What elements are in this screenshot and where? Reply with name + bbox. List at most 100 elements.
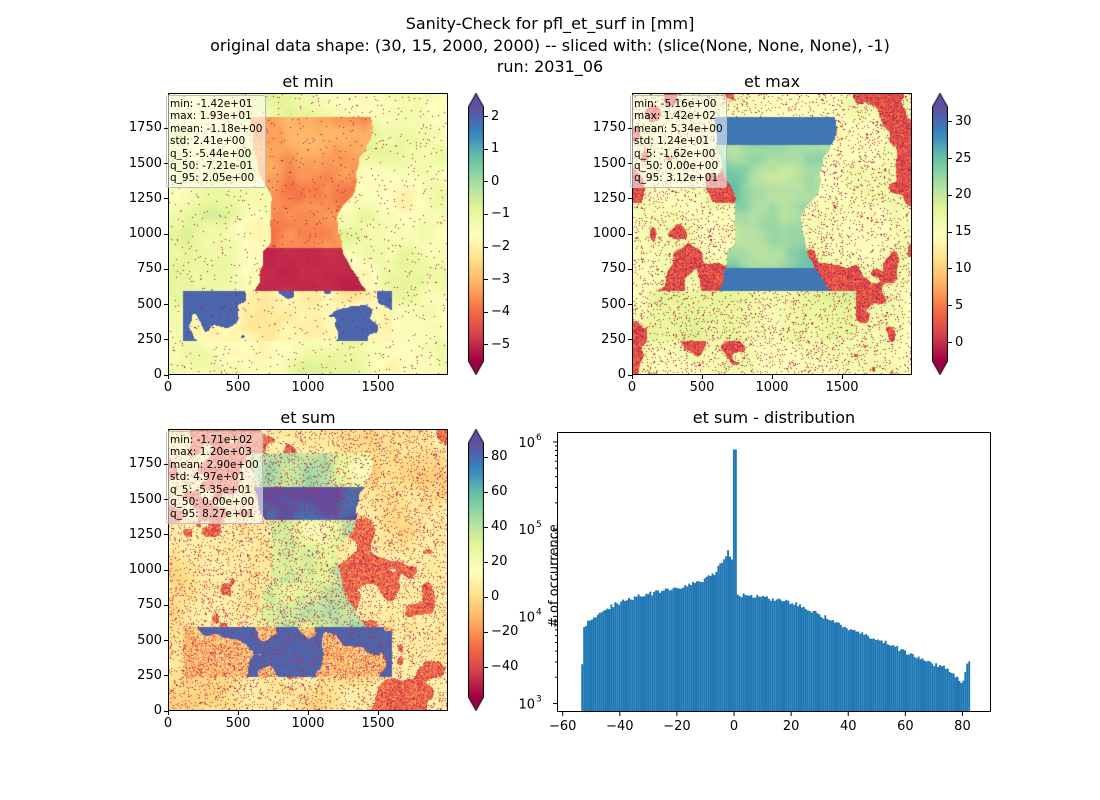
x-tick-mark <box>377 375 379 379</box>
colorbar-tick-label: 60 <box>491 484 508 500</box>
histogram-bar <box>762 595 765 712</box>
y-tick-label: 500 <box>137 632 162 648</box>
histogram-bar <box>760 596 763 712</box>
histogram-bar <box>824 615 827 712</box>
histogram-bar <box>913 657 916 712</box>
colorbar-tick-mark <box>484 596 488 598</box>
histogram-bar <box>952 673 955 712</box>
histogram-bar <box>670 589 673 712</box>
histogram-bar <box>931 663 934 712</box>
x-tick-label: 0 <box>163 716 173 731</box>
stats-line: mean: -1.18e+00 <box>170 122 263 135</box>
x-tick-label: 40 <box>840 719 857 734</box>
histogram-bar <box>839 624 842 712</box>
stats-line: max: 1.20e+03 <box>170 446 252 459</box>
histogram-bar <box>694 583 696 712</box>
histogram-bar <box>651 595 654 712</box>
y-tick-label: 1750 <box>128 456 162 472</box>
histogram-bar <box>804 609 807 712</box>
histogram-bar <box>765 596 768 712</box>
histogram-bar <box>587 620 590 712</box>
colorbar-tick-label: 40 <box>491 519 508 535</box>
histogram-bar <box>678 588 681 712</box>
histogram-bar <box>855 631 858 712</box>
histogram-bar <box>641 596 644 712</box>
y-tick-mark <box>164 675 168 677</box>
colorbar-tick-label: 20 <box>491 554 508 570</box>
y-tick-mark <box>628 339 632 341</box>
histogram-bar <box>785 599 788 712</box>
histogram-bar <box>589 620 591 712</box>
histogram-title: et sum - distribution <box>692 408 856 427</box>
histogram-bar <box>948 671 951 712</box>
histogram-bar <box>939 665 941 712</box>
histogram-bar <box>583 627 586 712</box>
colorbar-tick-label: 5 <box>955 297 964 313</box>
stats-line: q_50: -7.21e-01 <box>170 160 253 173</box>
histogram-bar <box>832 620 835 712</box>
y-tick-mark <box>164 268 168 270</box>
y-tick-label: 1500 <box>128 491 162 507</box>
histogram-bar <box>596 614 599 712</box>
histogram-bar <box>620 601 623 712</box>
y-tick-mark <box>164 569 168 571</box>
histogram-bar <box>736 594 739 712</box>
stats-line: q_5: -5.44e+00 <box>170 147 252 160</box>
y-tick-label: 1500 <box>592 155 626 171</box>
histogram-bar <box>643 596 646 712</box>
colorbar-tick-label: −2 <box>491 239 511 255</box>
x-tick-mark <box>841 375 843 379</box>
histogram-bar <box>602 610 605 712</box>
y-tick-label: 750 <box>137 597 162 613</box>
y-tick-label: 0 <box>617 367 626 382</box>
colorbar-tick-mark <box>484 213 488 215</box>
colorbar-tick-label: 10 <box>955 260 972 276</box>
histogram-bar <box>629 599 632 712</box>
histogram-bar <box>633 596 636 712</box>
y-tick-mark <box>164 339 168 341</box>
histogram-bar <box>878 640 881 712</box>
histogram-bar <box>882 643 885 712</box>
histogram-bar <box>892 645 895 712</box>
histogram-bar <box>964 671 967 712</box>
histogram-bar <box>664 588 667 712</box>
histogram-bar <box>890 645 893 712</box>
histogram-bar <box>925 661 928 712</box>
x-tick-label: −20 <box>663 719 690 734</box>
colorbar-tick-mark <box>484 116 488 118</box>
figure-title-line-2: original data shape: (30, 15, 2000, 2000… <box>210 36 890 55</box>
colorbar-tick-mark <box>948 268 952 270</box>
colorbar <box>468 429 484 711</box>
histogram-bar <box>725 556 728 712</box>
histogram-bar <box>911 654 914 712</box>
histogram-bar <box>781 601 784 712</box>
y-tick-label: 1750 <box>128 120 162 136</box>
x-tick-mark <box>167 711 169 715</box>
y-tick-label: 500 <box>601 296 626 312</box>
histogram-bar <box>822 618 825 712</box>
histogram-bar <box>954 677 957 712</box>
y-tick-label: 1750 <box>592 120 626 136</box>
histogram-bar <box>608 609 611 712</box>
histogram-bar <box>793 604 796 712</box>
colorbar-tick-label: −40 <box>491 659 519 675</box>
y-tick-mark <box>164 163 168 164</box>
y-tick-mark <box>164 640 168 641</box>
y-tick-label: 1250 <box>128 526 162 542</box>
colorbar-tick-mark <box>948 305 952 307</box>
figure-title-line-3: run: 2031_06 <box>496 57 604 76</box>
colorbar-tick-label: 0 <box>491 589 500 605</box>
y-tick-mark <box>164 233 168 235</box>
histogram-bar <box>756 594 759 712</box>
histogram-bar <box>692 581 695 712</box>
y-tick-mark <box>628 163 632 164</box>
y-tick-label: 1500 <box>128 155 162 171</box>
colorbar-tick-label: −1 <box>491 206 511 222</box>
y-tick-exponent: 6 <box>536 433 542 443</box>
colorbar-tick-mark <box>484 181 488 183</box>
histogram-bar <box>880 640 883 712</box>
stats-line: q_95: 3.12e+01 <box>634 172 719 185</box>
x-tick-mark <box>771 375 773 379</box>
colorbar <box>468 93 484 375</box>
y-tick-mark <box>628 198 632 200</box>
